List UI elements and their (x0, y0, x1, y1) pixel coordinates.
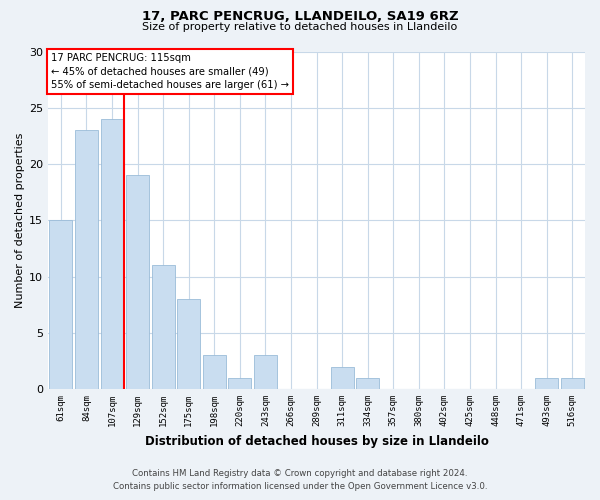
Y-axis label: Number of detached properties: Number of detached properties (15, 132, 25, 308)
Bar (49, 220, 73, 389)
Bar (75, 130, 98, 389)
Text: 17 PARC PENCRUG: 115sqm
← 45% of detached houses are smaller (49)
55% of semi-de: 17 PARC PENCRUG: 115sqm ← 45% of detache… (51, 53, 289, 90)
Bar (561, 378, 584, 389)
Bar (356, 378, 379, 389)
Bar (177, 299, 200, 389)
Bar (152, 266, 175, 389)
Bar (126, 176, 149, 389)
Bar (254, 356, 277, 389)
Bar (535, 378, 558, 389)
Bar (229, 378, 251, 389)
X-axis label: Distribution of detached houses by size in Llandeilo: Distribution of detached houses by size … (145, 434, 488, 448)
Bar (331, 366, 353, 389)
Bar (203, 356, 226, 389)
Text: Contains HM Land Registry data © Crown copyright and database right 2024.
Contai: Contains HM Land Registry data © Crown c… (113, 470, 487, 491)
Text: 17, PARC PENCRUG, LLANDEILO, SA19 6RZ: 17, PARC PENCRUG, LLANDEILO, SA19 6RZ (142, 10, 458, 23)
Bar (101, 119, 124, 389)
Text: Size of property relative to detached houses in Llandeilo: Size of property relative to detached ho… (142, 22, 458, 32)
